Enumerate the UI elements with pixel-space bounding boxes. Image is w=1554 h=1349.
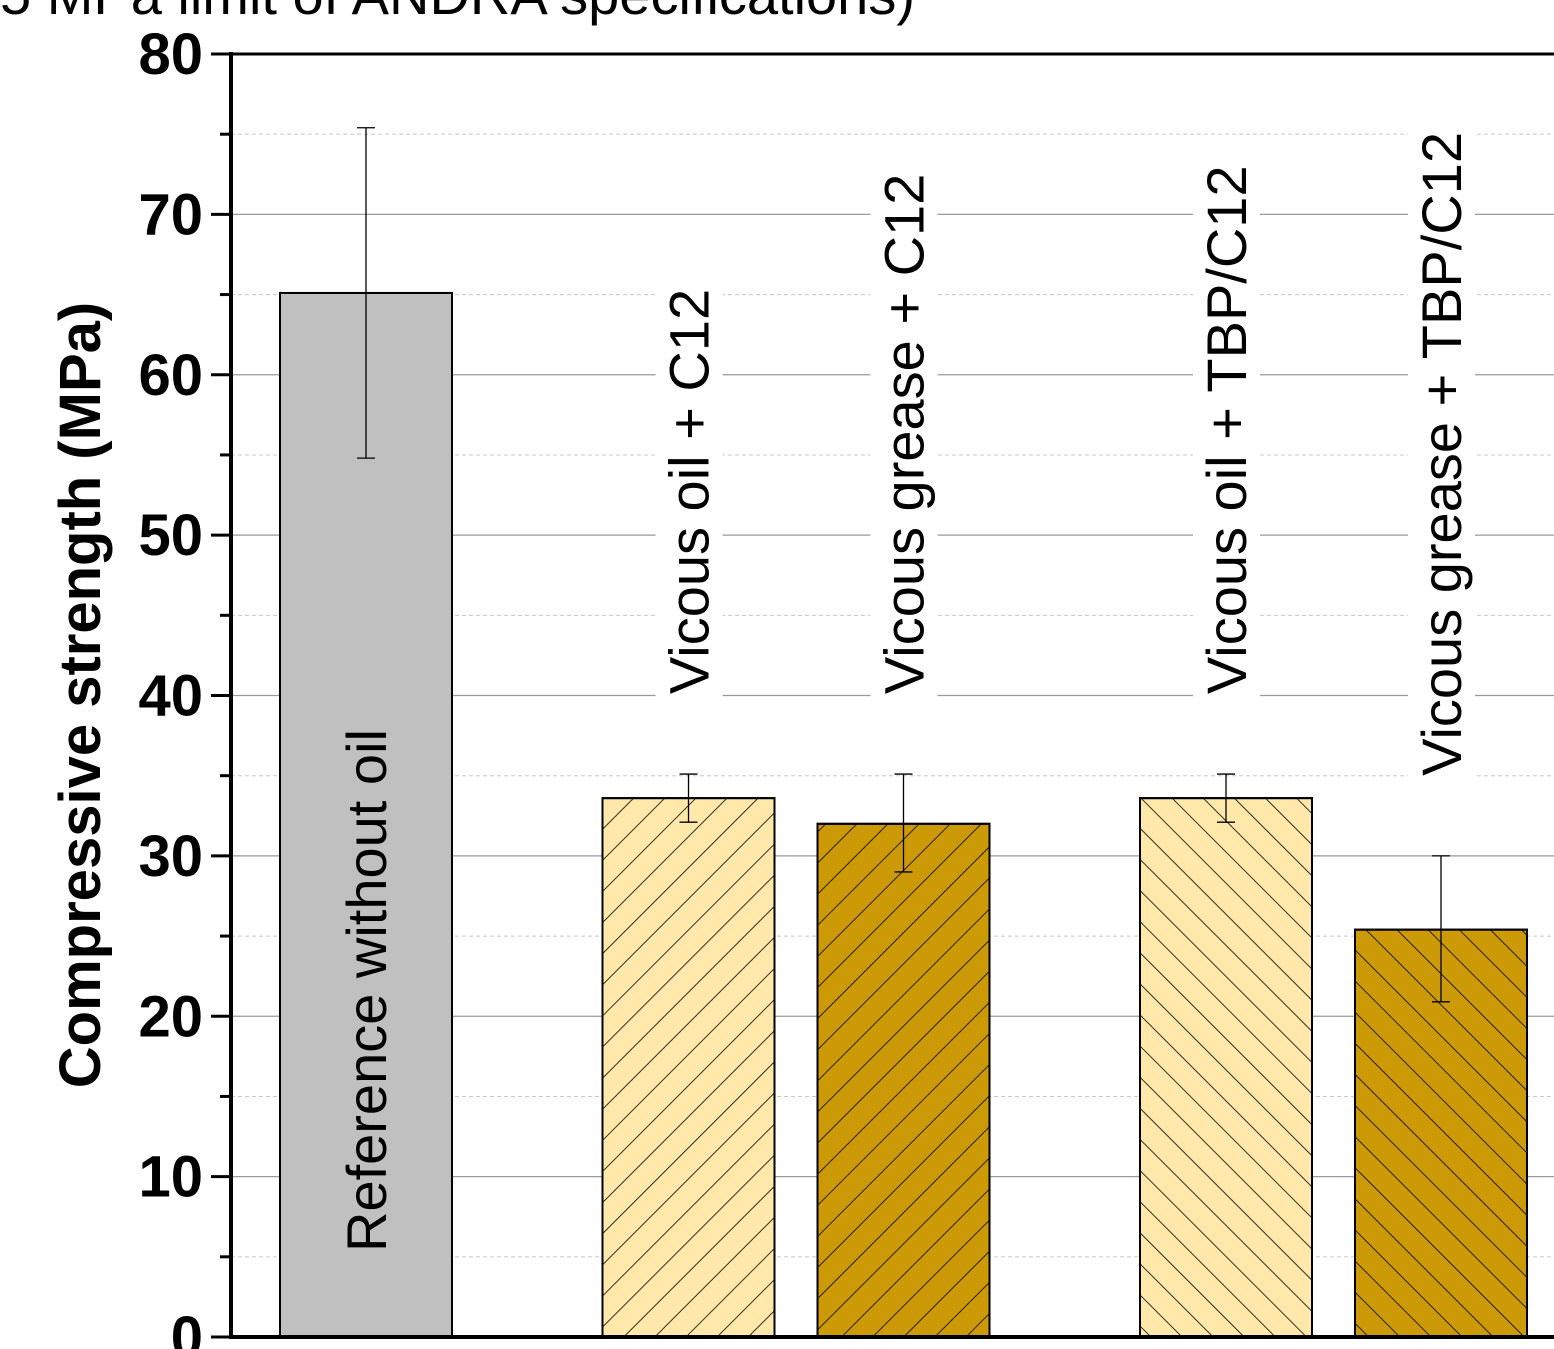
bar-label-5: Vicous grease + TBP/C12 [1410, 132, 1473, 776]
y-tick-label: 30 [138, 824, 203, 889]
bar-1 [279, 291, 453, 1338]
bars [279, 291, 1528, 1339]
bar-label-1: Reference without oil [335, 729, 398, 1252]
error-bars [357, 127, 1450, 1003]
bar-hatch-3 [816, 822, 991, 1338]
y-tick-label: 50 [138, 503, 203, 568]
y-tick-label: 0 [171, 1305, 203, 1349]
y-tick-label: 20 [138, 984, 203, 1049]
error-bar-5 [1432, 855, 1450, 1003]
bar-hatch-2 [601, 797, 776, 1338]
bar-label-background [870, 163, 938, 705]
bar-label-3: Vicous grease + C12 [873, 174, 936, 694]
error-bar-2 [679, 773, 698, 823]
bar-label-background [655, 278, 723, 705]
bar-labels: Reference without oil Vicous oil + C12 Vic… [335, 122, 1475, 1252]
bar-label-background [1408, 122, 1475, 786]
chart-title-fragment: 5 MPa limit of ANDRA specifications) [0, 0, 915, 26]
error-bar-4 [1217, 773, 1235, 823]
error-bar-3 [894, 773, 913, 873]
error-bar-1 [357, 127, 375, 459]
y-tick-label: 80 [138, 22, 203, 87]
y-tick-label: 10 [138, 1145, 203, 1210]
y-tick-label: 40 [138, 664, 203, 729]
axes: 0 10 20 30 40 50 60 70 80 [138, 22, 1554, 1349]
bar-hatch-4 [1139, 797, 1313, 1338]
bar-label-background [1193, 155, 1260, 705]
bar-label-2: Vicous oil + C12 [658, 289, 721, 694]
bar-label-4: Vicous oil + TBP/C12 [1195, 165, 1258, 694]
y-tick-label: 60 [138, 343, 203, 408]
y-tick-label: 70 [138, 182, 203, 247]
y-axis-label: Compressive strength (MPa) [48, 302, 113, 1088]
